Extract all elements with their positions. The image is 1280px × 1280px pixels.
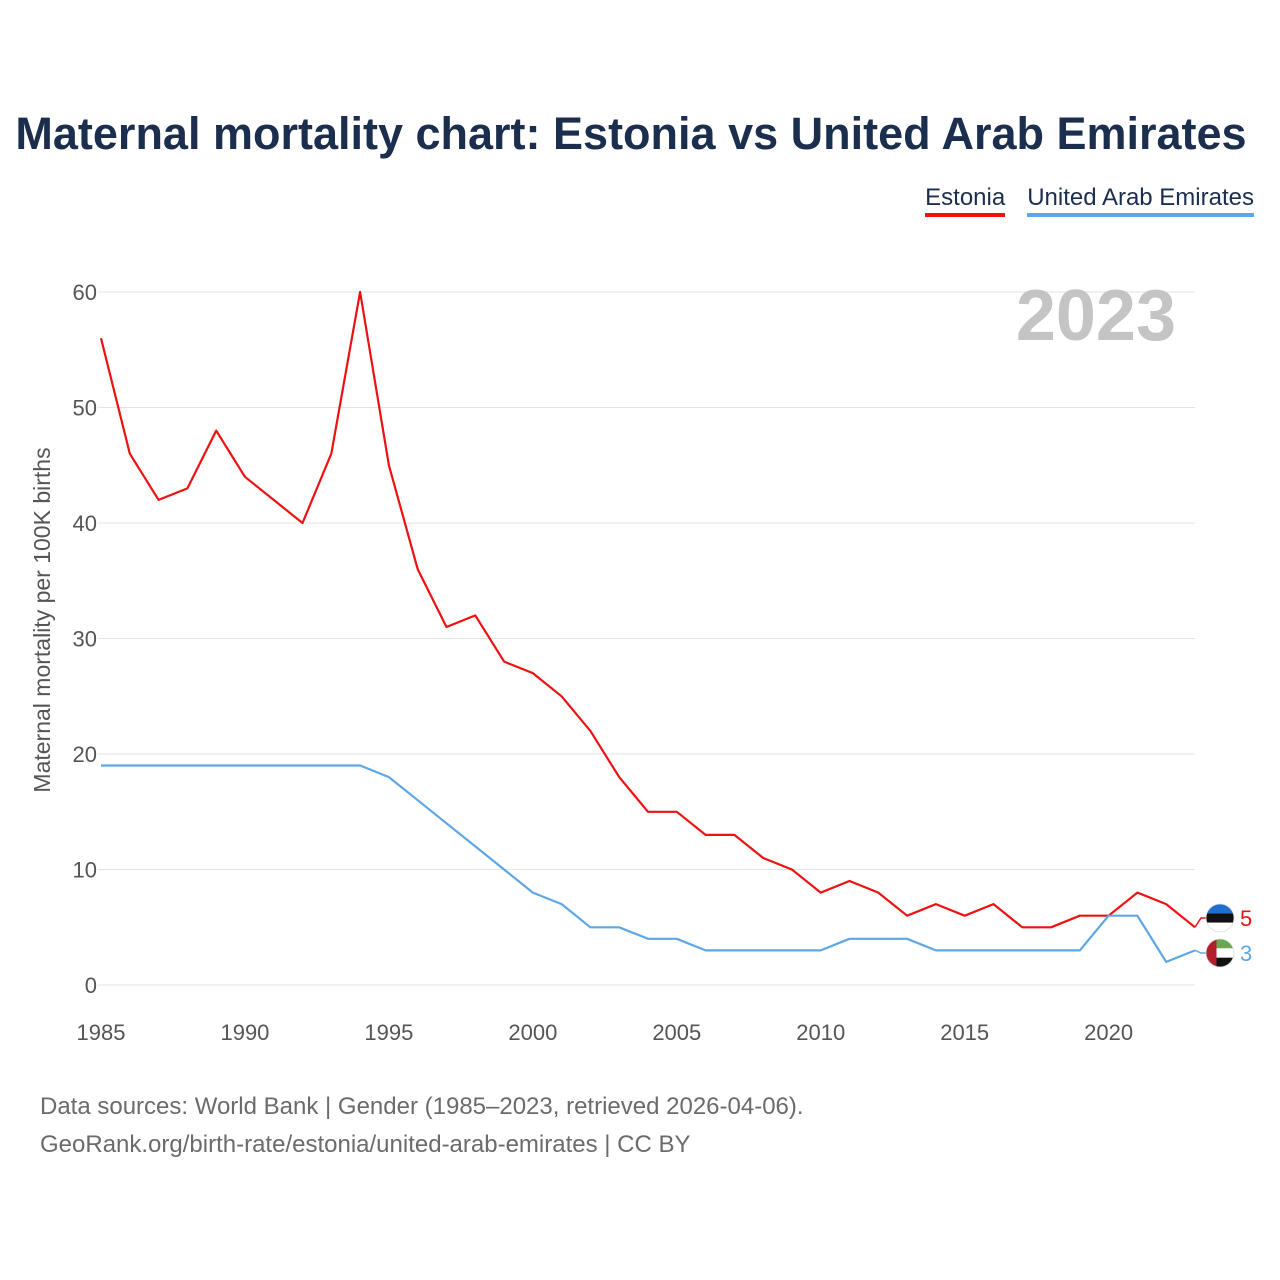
y-tick-label: 50 (73, 396, 97, 421)
y-tick-label: 60 (73, 280, 97, 305)
x-tick-label: 1990 (220, 1020, 269, 1045)
source-url[interactable]: GeoRank.org/birth-rate/estonia/united-ar… (40, 1131, 691, 1158)
line-chart: 0 10 20 30 40 50 60 1985 1990 1995 2000 2005 2010 20… (29, 276, 1252, 1045)
x-tick-label: 2020 (1084, 1020, 1133, 1045)
end-value-label: 3 (1240, 941, 1252, 966)
x-tick-label: 1985 (77, 1020, 126, 1045)
x-tick-label: 2010 (796, 1020, 845, 1045)
x-tick-label: 2005 (652, 1020, 701, 1045)
end-value-label: 5 (1240, 906, 1252, 931)
x-tick-label: 2015 (940, 1020, 989, 1045)
y-tick-label: 0 (85, 973, 97, 998)
x-tick-label: 2000 (508, 1020, 557, 1045)
end-connector (1194, 949, 1207, 954)
series-end-markers: 53 (1194, 903, 1252, 968)
year-label: 2023 (1016, 276, 1176, 356)
series-line-estonia[interactable] (99, 290, 1196, 929)
legend-item-estonia[interactable]: Estonia (925, 184, 1006, 217)
x-axis-ticks: 1985 1990 1995 2000 2005 2010 2015 2020 (77, 1020, 1134, 1045)
x-tick-label: 1995 (364, 1020, 413, 1045)
gridlines (98, 291, 1195, 986)
legend: Estonia United Arab Emirates (925, 184, 1254, 217)
footer: Data sources: World Bank | Gender (1985–… (40, 1088, 804, 1164)
end-connector (1194, 917, 1207, 928)
legend-item-uae[interactable]: United Arab Emirates (1027, 184, 1254, 217)
series-lines (99, 290, 1196, 964)
estonia-flag-icon (1205, 903, 1235, 933)
y-tick-label: 40 (73, 511, 97, 536)
y-axis-ticks: 0 10 20 30 40 50 60 (73, 280, 97, 998)
y-tick-label: 30 (73, 627, 97, 652)
y-tick-label: 20 (73, 742, 97, 767)
series-line-uae[interactable] (101, 764, 1196, 964)
uae-flag-icon (1205, 938, 1235, 968)
data-source-note: Data sources: World Bank | Gender (1985–… (40, 1093, 804, 1120)
y-axis-title: Maternal mortality per 100K births (29, 447, 55, 792)
chart-title: Maternal mortality chart: Estonia vs Uni… (15, 108, 1247, 159)
y-tick-label: 10 (73, 858, 97, 883)
